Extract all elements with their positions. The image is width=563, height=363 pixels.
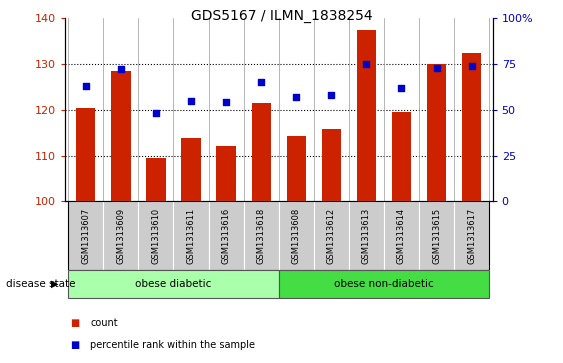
Bar	[462, 53, 481, 201]
Bar	[357, 30, 376, 201]
Point	[362, 61, 371, 67]
Text: GSM1313616: GSM1313616	[222, 208, 231, 264]
Bar	[146, 158, 166, 201]
Point	[117, 66, 126, 72]
Text: GSM1313613: GSM1313613	[362, 208, 371, 264]
Text: GSM1313609: GSM1313609	[117, 208, 126, 264]
Text: percentile rank within the sample: percentile rank within the sample	[90, 340, 255, 350]
Text: GSM1313617: GSM1313617	[467, 208, 476, 264]
Text: GSM1313612: GSM1313612	[327, 208, 336, 264]
Point	[257, 79, 266, 85]
Point	[397, 85, 406, 91]
Bar	[111, 71, 131, 201]
Text: obese non-diabetic: obese non-diabetic	[334, 279, 434, 289]
Point	[186, 98, 195, 103]
Text: GSM1313611: GSM1313611	[186, 208, 195, 264]
Point	[292, 94, 301, 100]
Bar	[216, 146, 236, 201]
Bar	[68, 201, 104, 270]
Bar	[314, 201, 349, 270]
Point	[327, 92, 336, 98]
Bar	[384, 201, 419, 270]
Bar	[287, 136, 306, 201]
Bar	[68, 270, 279, 298]
Text: GDS5167 / ILMN_1838254: GDS5167 / ILMN_1838254	[191, 9, 372, 23]
Bar	[138, 201, 173, 270]
Text: GSM1313614: GSM1313614	[397, 208, 406, 264]
Bar	[454, 201, 489, 270]
Point	[432, 65, 441, 70]
Bar	[419, 201, 454, 270]
Text: GSM1313607: GSM1313607	[81, 208, 90, 264]
Bar	[279, 270, 489, 298]
Text: GSM1313608: GSM1313608	[292, 208, 301, 264]
Bar	[252, 103, 271, 201]
Bar	[104, 201, 138, 270]
Text: GSM1313615: GSM1313615	[432, 208, 441, 264]
Text: GSM1313610: GSM1313610	[151, 208, 160, 264]
Bar	[349, 201, 384, 270]
Bar	[244, 201, 279, 270]
Bar	[208, 201, 244, 270]
Bar	[321, 129, 341, 201]
Bar	[392, 112, 411, 201]
Text: ■: ■	[70, 340, 79, 350]
Point	[222, 99, 231, 105]
Text: count: count	[90, 318, 118, 328]
Bar	[427, 64, 446, 201]
Point	[151, 111, 160, 117]
Bar	[76, 107, 96, 201]
Point	[81, 83, 90, 89]
Text: ▶: ▶	[51, 279, 59, 289]
Point	[467, 63, 476, 69]
Bar	[173, 201, 208, 270]
Bar	[181, 138, 200, 201]
Text: ■: ■	[70, 318, 79, 328]
Bar	[279, 201, 314, 270]
Text: GSM1313618: GSM1313618	[257, 208, 266, 264]
Text: disease state: disease state	[6, 279, 75, 289]
Text: obese diabetic: obese diabetic	[135, 279, 212, 289]
